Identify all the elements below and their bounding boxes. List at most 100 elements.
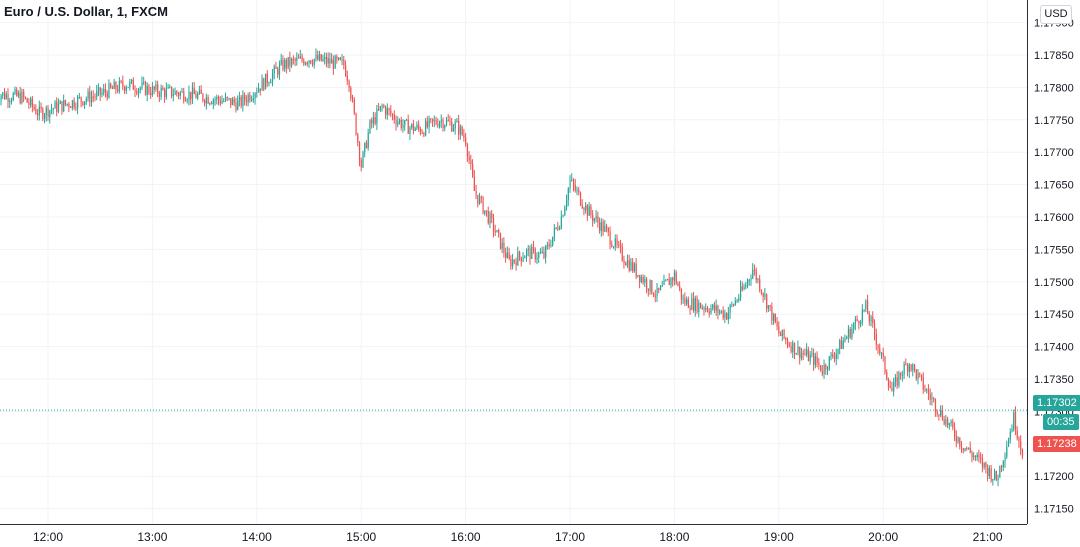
candle-body xyxy=(174,91,176,95)
candle-body xyxy=(828,356,830,369)
candle-body xyxy=(882,352,884,357)
candle-body xyxy=(26,98,28,103)
candle-body xyxy=(950,421,952,424)
candle-body xyxy=(463,134,465,138)
candle-body xyxy=(793,342,796,355)
candle-body xyxy=(574,185,576,191)
candle-body xyxy=(635,263,637,277)
candle-body xyxy=(578,190,580,193)
candle-body xyxy=(623,260,625,264)
candle-body xyxy=(395,120,397,125)
x-tick-label: 13:00 xyxy=(137,530,167,544)
candle-body xyxy=(506,252,509,258)
y-tick-label: 1.17150 xyxy=(1034,504,1074,516)
candle-body xyxy=(494,230,496,233)
candle-body xyxy=(118,80,121,92)
candle-body xyxy=(103,89,105,93)
candle-body xyxy=(369,120,371,133)
candle-body xyxy=(729,304,731,313)
candle-body xyxy=(846,336,848,339)
candle-body xyxy=(99,87,101,95)
candle-body xyxy=(675,272,677,284)
candle-body xyxy=(694,298,696,311)
candle-body xyxy=(459,126,462,135)
candle-body xyxy=(179,92,181,96)
candle-body xyxy=(108,83,110,98)
candle-body xyxy=(809,354,811,362)
candle-body xyxy=(687,299,690,309)
candle-body xyxy=(593,218,596,221)
candle-body xyxy=(362,152,364,168)
candle-body xyxy=(353,99,355,114)
candle-body xyxy=(684,298,686,304)
candle-body xyxy=(445,120,448,126)
candle-body xyxy=(649,280,651,291)
candle-body xyxy=(788,344,790,347)
candle-body xyxy=(731,304,733,306)
y-tick-label: 1.17600 xyxy=(1034,212,1074,224)
candle-body xyxy=(701,307,703,309)
candle-body xyxy=(640,277,643,282)
candle-body xyxy=(755,269,757,280)
candle-body xyxy=(252,98,255,100)
candle-body xyxy=(527,248,529,251)
candle-body xyxy=(200,89,202,94)
candle-body xyxy=(912,364,914,371)
candle-body xyxy=(783,329,785,339)
candle-body xyxy=(632,261,634,271)
candle-body xyxy=(833,357,836,359)
candle-body xyxy=(190,91,192,100)
candle-body xyxy=(961,446,963,449)
candle-body xyxy=(538,253,540,258)
x-tick-label: 19:00 xyxy=(764,530,794,544)
candle-body xyxy=(129,81,131,88)
candle-body xyxy=(891,387,893,392)
candle-body xyxy=(14,89,16,94)
candle-body xyxy=(31,98,34,107)
candle-body xyxy=(929,394,931,400)
candle-body xyxy=(313,59,315,65)
candle-body xyxy=(360,160,362,168)
candle-body xyxy=(75,107,77,109)
candle-body xyxy=(1021,449,1024,457)
y-tick-label: 1.17800 xyxy=(1034,82,1074,94)
candle-body xyxy=(263,78,265,90)
candle-body xyxy=(157,84,159,94)
candle-body xyxy=(331,59,333,64)
candle-body xyxy=(813,353,815,365)
candle-body xyxy=(653,293,655,296)
currency-button[interactable]: USD xyxy=(1040,5,1072,24)
candle-body xyxy=(388,108,390,111)
candle-body xyxy=(57,104,60,112)
candle-body xyxy=(990,468,992,481)
candle-body xyxy=(404,120,406,126)
candle-body xyxy=(865,300,867,310)
candle-body xyxy=(367,132,369,148)
candle-body xyxy=(1006,446,1008,457)
candle-body xyxy=(416,124,418,129)
candle-body xyxy=(332,59,335,69)
candle-body xyxy=(162,87,164,91)
candle-body xyxy=(195,94,197,99)
candle-body xyxy=(625,263,627,266)
candle-body xyxy=(686,299,688,304)
candle-body xyxy=(586,205,589,216)
candle-body xyxy=(411,123,413,128)
chart-title[interactable]: Euro / U.S. Dollar, 1, FXCM xyxy=(4,4,168,19)
candle-body xyxy=(73,100,75,108)
candle-body xyxy=(242,94,244,106)
candle-body xyxy=(724,313,726,318)
candle-body xyxy=(534,248,536,260)
candle-body xyxy=(164,90,166,97)
candle-body xyxy=(837,349,839,354)
candle-body xyxy=(183,91,185,101)
candle-body xyxy=(19,92,21,103)
candle-body xyxy=(473,176,475,191)
candle-body xyxy=(428,118,430,127)
candle-body xyxy=(776,322,778,327)
candle-body xyxy=(1016,430,1018,438)
candle-body xyxy=(719,311,721,313)
candle-body xyxy=(677,283,679,286)
candle-body xyxy=(886,372,888,380)
